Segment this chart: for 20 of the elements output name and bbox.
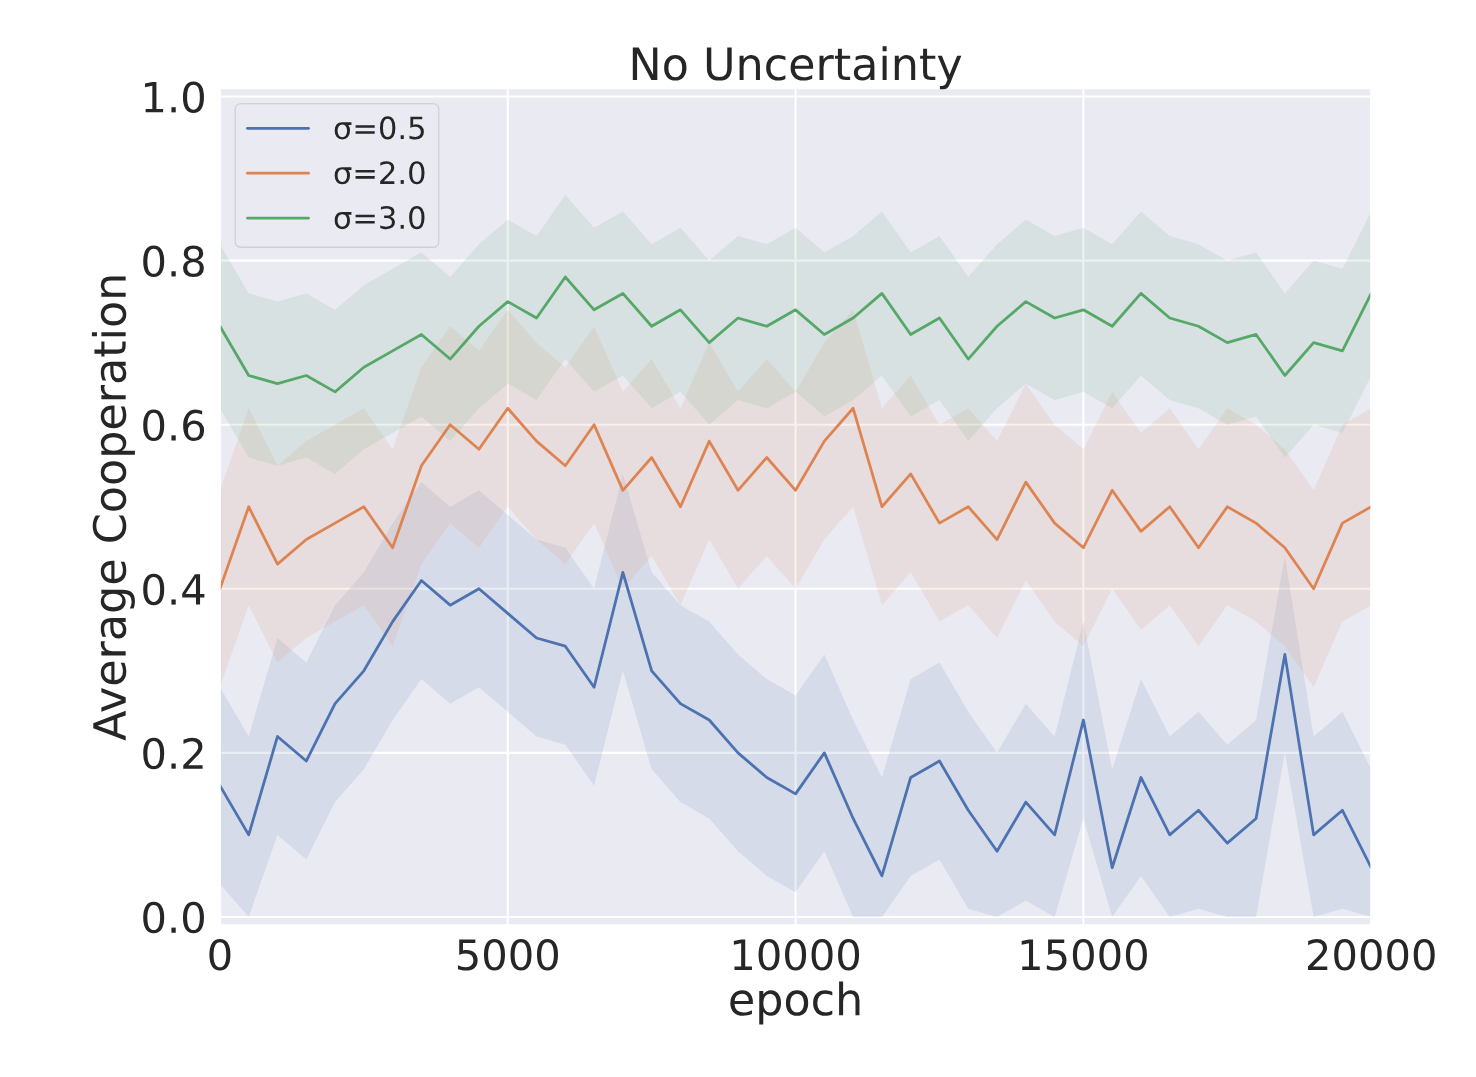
chart-title: No Uncertainty — [632, 46, 962, 90]
x-tick-label: 20000 — [1307, 939, 1435, 971]
y-tick-label: 0.2 — [143, 737, 203, 770]
legend-label: σ=2.0 — [334, 161, 425, 185]
y-tick-label: 1.0 — [145, 81, 204, 113]
y-tick-label: 0.8 — [143, 245, 204, 278]
x-tick-label: 5000 — [457, 939, 558, 971]
y-tick-label: 0.4 — [143, 573, 205, 606]
line-series — [219, 406, 1372, 591]
line-series — [219, 275, 1372, 394]
x-tick-label: 10000 — [733, 939, 860, 971]
x-tick-label: 15000 — [1021, 939, 1147, 971]
y-tick-label: 0.0 — [143, 901, 204, 934]
y-axis-title: Average Cooperation — [91, 276, 135, 741]
legend-label: σ=0.5 — [334, 116, 424, 140]
x-tick-label: 0 — [209, 939, 231, 971]
legend-label: σ=3.0 — [334, 206, 425, 230]
x-axis-title: epoch — [730, 981, 860, 1025]
line-series — [219, 570, 1372, 878]
y-tick-label: 0.6 — [143, 409, 205, 442]
